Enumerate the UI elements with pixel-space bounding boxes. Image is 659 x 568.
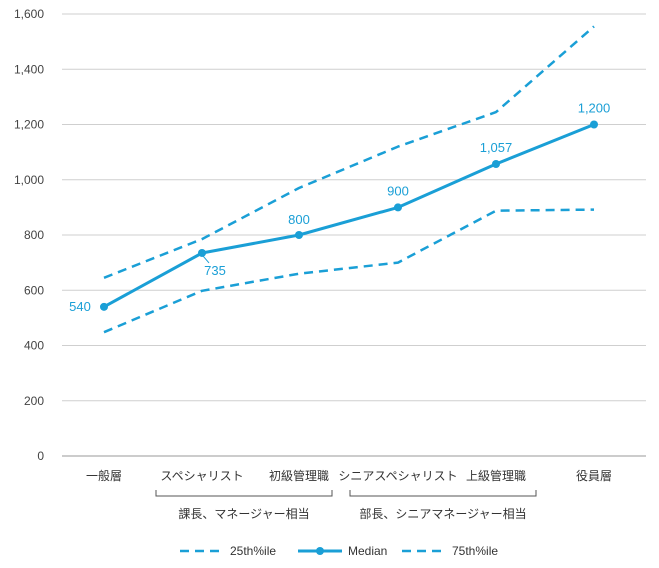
x-category-label: 役員層 xyxy=(576,468,612,483)
x-axis-category-labels: 一般層 スペシャリスト 初級管理職 シニアスペシャリスト 上級管理職 役員層 xyxy=(86,468,612,483)
data-label: 540 xyxy=(69,299,91,314)
x-category-label: スペシャリスト xyxy=(160,469,243,483)
category-group-brackets: 課長、マネージャー相当 部長、シニアマネージャー相当 xyxy=(155,490,537,521)
y-tick-label: 600 xyxy=(24,283,44,297)
y-tick-label: 1,600 xyxy=(14,7,44,21)
y-gridlines xyxy=(62,13,646,457)
x-category-label: シニアスペシャリスト xyxy=(338,469,457,483)
y-tick-label: 200 xyxy=(24,394,44,408)
y-tick-label: 1,200 xyxy=(14,118,44,132)
data-point xyxy=(492,160,500,169)
group-label: 課長、マネージャー相当 xyxy=(178,506,309,521)
x-category-label: 上級管理職 xyxy=(466,468,526,483)
legend-label: Median xyxy=(348,544,387,558)
legend-label: 25th%ile xyxy=(230,544,276,558)
chart-legend: 25th%ile Median 75th%ile xyxy=(180,544,498,558)
series-line xyxy=(103,123,595,309)
y-tick-label: 1,400 xyxy=(14,62,44,76)
data-label: 1,200 xyxy=(578,101,611,116)
y-tick-label: 800 xyxy=(24,228,44,242)
legend-marker xyxy=(316,547,324,555)
series-line xyxy=(103,208,595,334)
data-label: 900 xyxy=(387,183,409,198)
data-point xyxy=(198,248,206,257)
data-point xyxy=(394,203,402,212)
y-tick-label: 400 xyxy=(24,339,44,353)
series-line xyxy=(103,25,595,279)
data-label: 735 xyxy=(204,263,226,278)
data-point xyxy=(100,302,108,311)
group-bracket xyxy=(349,490,537,497)
y-tick-label: 0 xyxy=(37,449,44,463)
data-label: 1,057 xyxy=(480,140,513,155)
label-leader-line xyxy=(202,255,210,264)
data-label: 800 xyxy=(288,212,310,227)
data-point xyxy=(295,231,303,239)
legend-label: 75th%ile xyxy=(452,544,498,558)
group-bracket xyxy=(155,490,333,497)
x-category-label: 一般層 xyxy=(86,468,122,483)
data-point xyxy=(590,120,598,129)
group-label: 部長、シニアマネージャー相当 xyxy=(359,506,526,521)
x-category-label: 初級管理職 xyxy=(269,468,329,483)
series-lines xyxy=(100,25,598,334)
y-tick-label: 1,000 xyxy=(14,173,44,187)
y-axis-tick-labels: 0 200 400 600 800 1,000 1,200 1,400 1,600 xyxy=(14,7,44,463)
median-data-labels: 540 735 800 900 1,057 1,200 xyxy=(69,101,610,314)
